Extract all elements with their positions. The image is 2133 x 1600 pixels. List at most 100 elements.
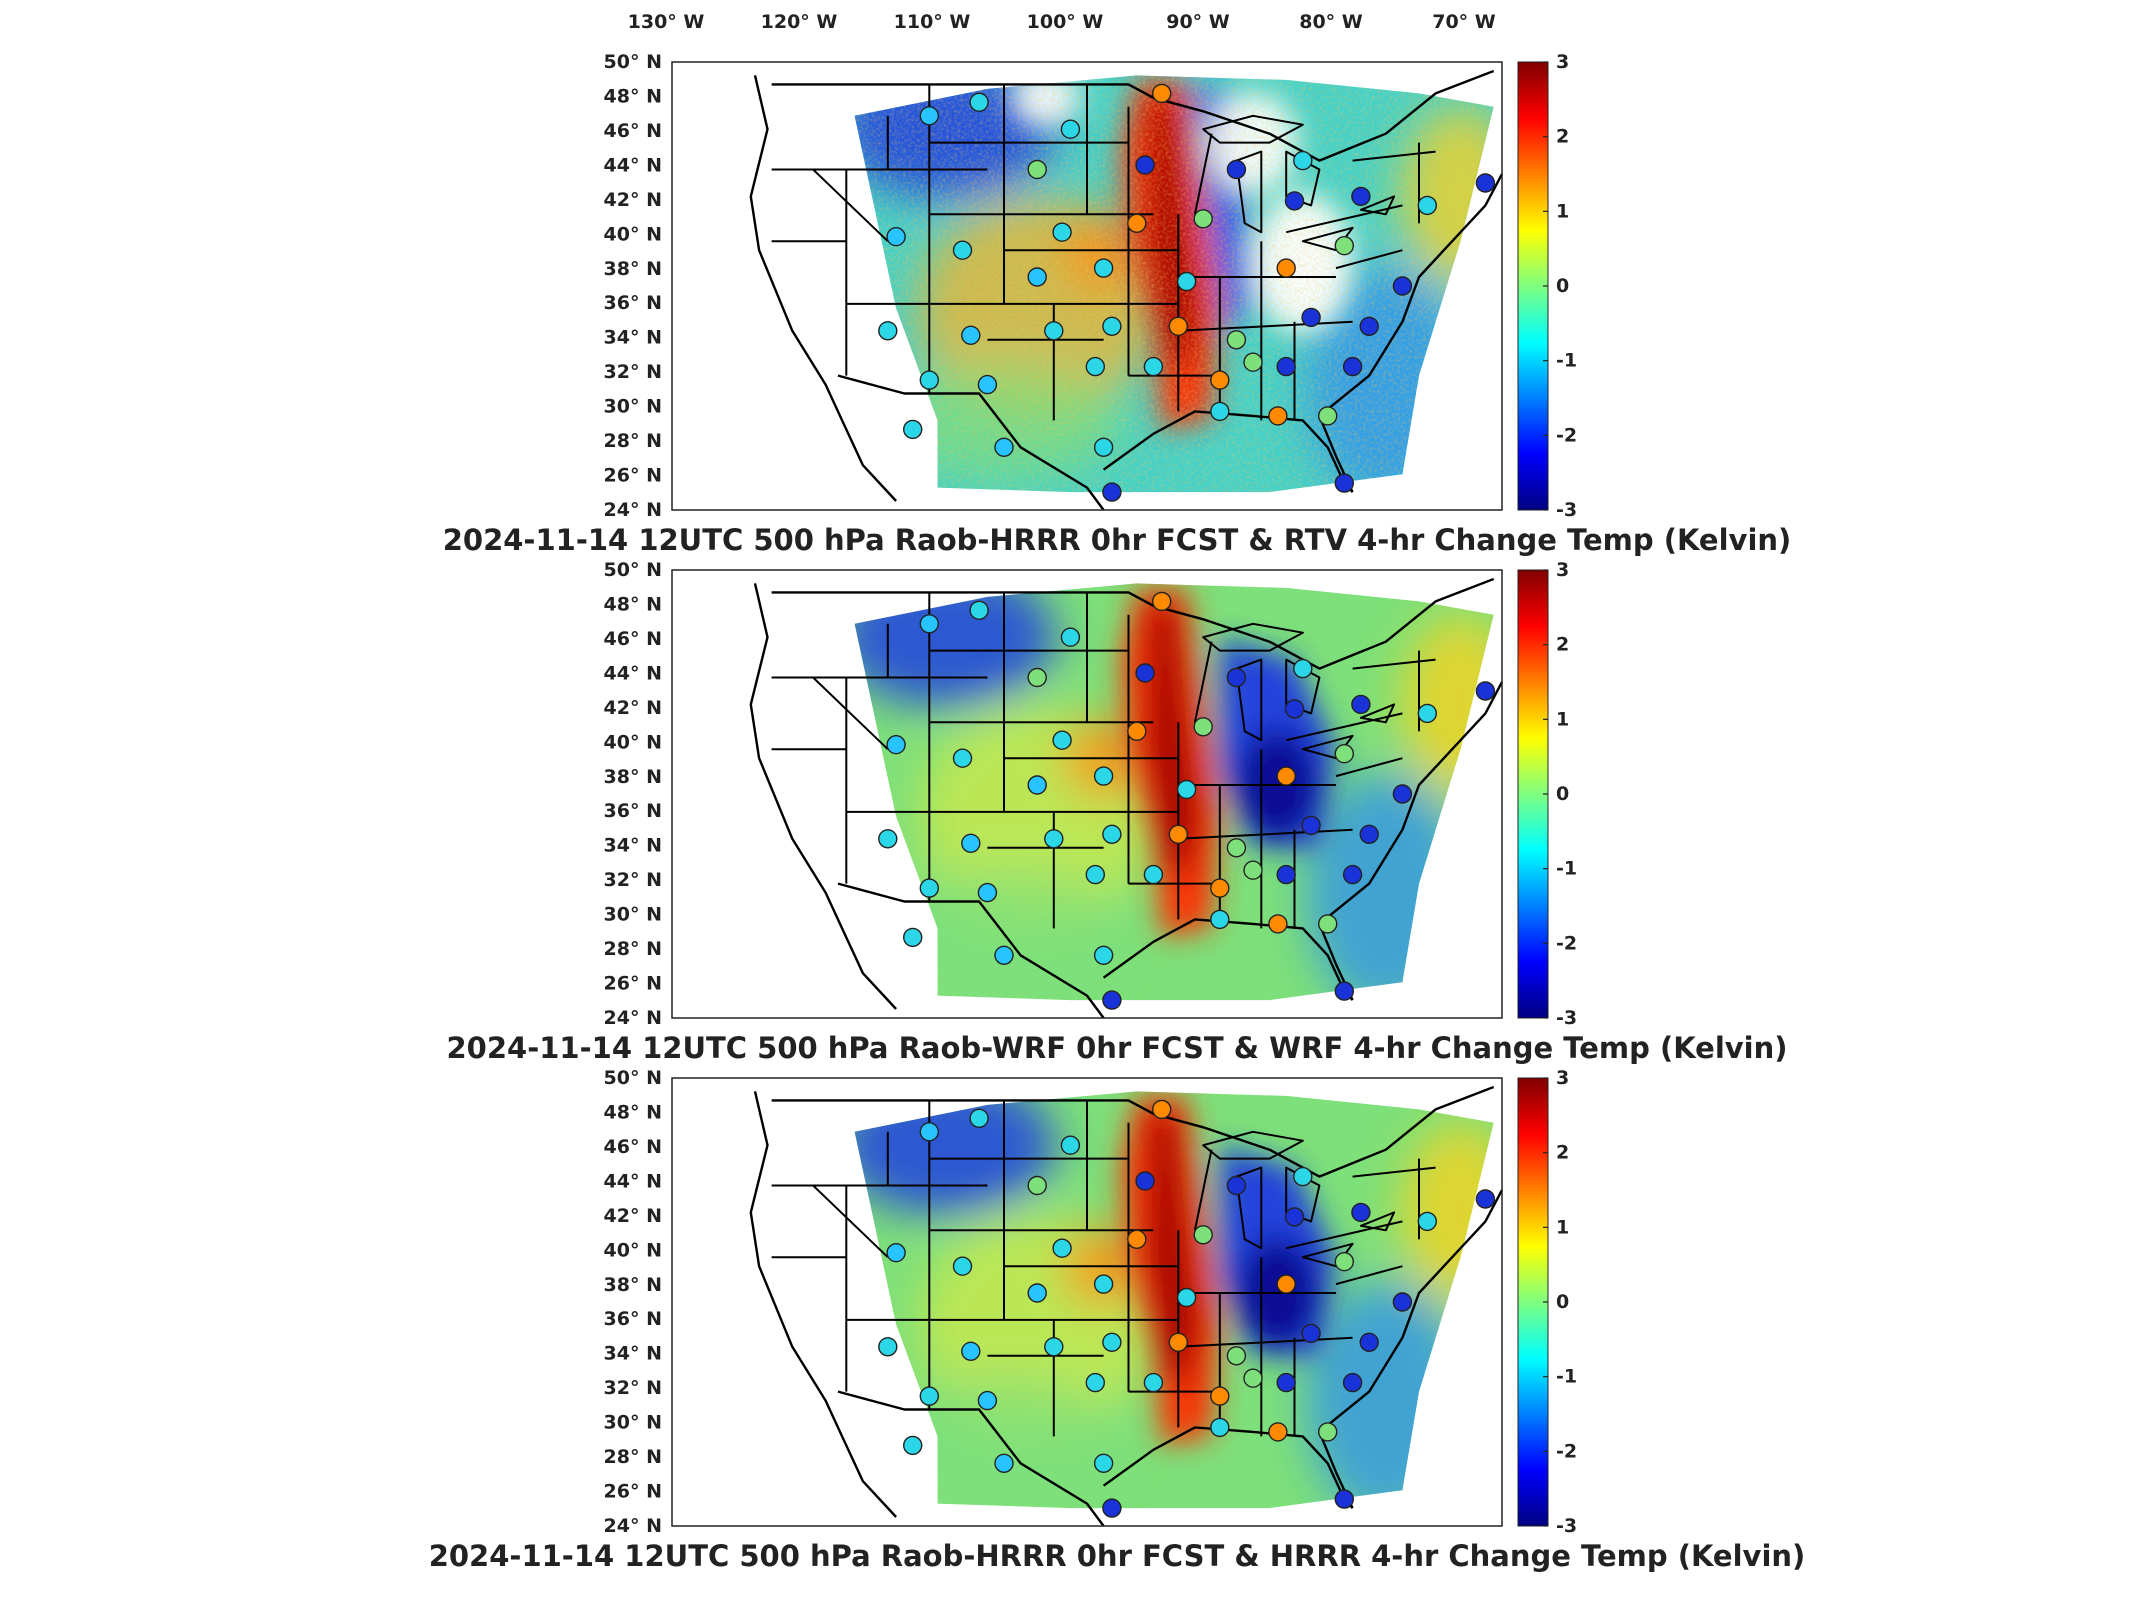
- raob-station-marker: [1284, 191, 1305, 211]
- raob-station-marker: [1044, 829, 1064, 849]
- raob-station-marker: [1143, 356, 1164, 377]
- latitude-tick-label: 48° N: [604, 86, 662, 108]
- latitude-tick-label: 38° N: [604, 766, 662, 788]
- raob-station-marker: [1193, 1225, 1213, 1245]
- longitude-tick-label: 80° W: [1299, 11, 1363, 33]
- raob-station-marker: [1276, 356, 1296, 377]
- raob-station-marker: [1226, 667, 1247, 688]
- longitude-tick-label: 90° W: [1166, 11, 1230, 33]
- colorbar-tick-label: -3: [1556, 1515, 1577, 1537]
- panel-title-3: 2024-11-14 12UTC 500 hPa Raob-HRRR 0hr F…: [429, 1539, 1806, 1573]
- colorbar-tick-label: 2: [1556, 1142, 1569, 1164]
- raob-station-marker: [1143, 864, 1164, 885]
- raob-station-marker: [1093, 766, 1114, 786]
- raob-station-marker: [1417, 195, 1437, 216]
- raob-station-marker: [1318, 406, 1338, 426]
- latitude-tick-label: 42° N: [604, 189, 662, 211]
- raob-station-marker: [1268, 406, 1288, 426]
- latitude-tick-label: 24° N: [604, 1515, 662, 1537]
- colorbar-tick-label: 0: [1556, 1291, 1569, 1313]
- latitude-tick-label: 26° N: [604, 973, 662, 995]
- raob-station-marker: [1102, 1332, 1122, 1352]
- raob-station-marker: [1127, 1229, 1147, 1250]
- raob-station-marker: [1301, 1323, 1321, 1344]
- colorbar-tick-label: -3: [1556, 1007, 1577, 1029]
- raob-station-marker: [1359, 316, 1379, 336]
- raob-station-marker: [1276, 766, 1296, 786]
- latitude-tick-label: 46° N: [604, 628, 662, 650]
- panel-title-1: 2024-11-14 12UTC 500 hPa Raob-HRRR 0hr F…: [443, 523, 1792, 557]
- raob-station-marker: [886, 734, 906, 755]
- raob-station-marker: [961, 1341, 981, 1361]
- raob-station-marker: [1301, 307, 1321, 328]
- raob-station-marker: [1052, 730, 1072, 750]
- raob-station-marker: [1027, 667, 1047, 688]
- raob-station-marker: [969, 600, 989, 620]
- raob-station-marker: [1093, 945, 1114, 965]
- latitude-tick-label: 40° N: [604, 731, 662, 753]
- raob-station-marker: [1044, 1337, 1064, 1357]
- latitude-tick-label: 44° N: [604, 154, 662, 176]
- latitude-tick-label: 34° N: [604, 327, 662, 349]
- raob-station-marker: [1284, 699, 1305, 719]
- raob-station-marker: [1027, 159, 1047, 180]
- raob-station-marker: [1318, 1422, 1338, 1442]
- longitude-tick-label: 130° W: [628, 11, 705, 33]
- panel-title-2: 2024-11-14 12UTC 500 hPa Raob-WRF 0hr FC…: [446, 1031, 1787, 1065]
- map-frame-1: [671, 61, 1503, 511]
- map-frame-2: [671, 569, 1503, 1019]
- map-panel-2: 50° N 48° N 46° N 44° N 42° N 40° N 38° N 36° N…: [446, 559, 1787, 1065]
- latitude-tick-label: 36° N: [604, 292, 662, 314]
- raob-stations-3: [878, 1099, 1496, 1518]
- raob-station-marker: [961, 325, 981, 345]
- longitude-tick-label: 100° W: [1027, 11, 1104, 33]
- raob-station-marker: [1301, 815, 1321, 836]
- raob-station-marker: [1293, 150, 1313, 171]
- raob-station-marker: [886, 1242, 906, 1263]
- map-panel-1: 50° N 48° N 46° N 44° N 42° N 40° N 38° N 36° N…: [443, 51, 1792, 557]
- raob-station-marker: [1102, 1498, 1122, 1518]
- colorbar-tick-label: 1: [1556, 1216, 1569, 1238]
- raob-station-marker: [1293, 658, 1313, 679]
- latitude-tick-label: 50° N: [604, 559, 662, 581]
- raob-station-marker: [1127, 721, 1147, 742]
- raob-station-marker: [1342, 864, 1363, 885]
- colorbar-tick-label: -3: [1556, 499, 1577, 521]
- raob-station-marker: [1475, 681, 1496, 701]
- raob-station-marker: [1176, 1287, 1197, 1308]
- raob-station-marker: [1027, 267, 1047, 287]
- raob-station-marker: [1210, 1417, 1230, 1438]
- latitude-tick-label: 34° N: [604, 835, 662, 857]
- raob-station-marker: [1085, 356, 1105, 377]
- raob-station-marker: [902, 419, 923, 440]
- raob-station-marker: [1276, 864, 1296, 885]
- raob-station-marker: [1359, 824, 1379, 844]
- colorbar-2: 3 2 1 0 -1 -2 -3: [1517, 559, 1577, 1029]
- raob-station-marker: [878, 829, 898, 849]
- raob-station-marker: [878, 321, 898, 341]
- raob-station-marker: [994, 1453, 1014, 1473]
- raob-station-marker: [1334, 743, 1354, 764]
- colorbar-tick-label: 3: [1556, 51, 1569, 73]
- raob-station-marker: [969, 92, 989, 112]
- raob-station-marker: [1226, 1175, 1247, 1196]
- raob-station-marker: [919, 370, 939, 390]
- latitude-labels-1: 50° N 48° N 46° N 44° N 42° N 40° N 38° N 36° N…: [604, 51, 662, 521]
- raob-station-marker: [886, 226, 906, 247]
- raob-station-marker: [1268, 914, 1288, 934]
- raob-station-marker: [952, 1256, 973, 1276]
- latitude-tick-label: 48° N: [604, 594, 662, 616]
- raob-station-marker: [902, 1435, 923, 1456]
- latitude-tick-label: 32° N: [604, 361, 662, 383]
- raob-station-marker: [1359, 1332, 1379, 1352]
- raob-station-marker: [1176, 779, 1197, 800]
- colorbar-tick-label: -2: [1556, 932, 1577, 954]
- raob-station-marker: [977, 882, 998, 903]
- raob-station-marker: [1168, 316, 1188, 336]
- longitude-labels: 130° W 120° W 110° W 100° W 90° W 80° W 70° W: [628, 11, 1496, 33]
- raob-station-marker: [1102, 316, 1122, 336]
- latitude-tick-label: 26° N: [604, 465, 662, 487]
- raob-station-marker: [1102, 482, 1122, 502]
- latitude-tick-label: 48° N: [604, 1102, 662, 1124]
- longitude-tick-label: 120° W: [761, 11, 838, 33]
